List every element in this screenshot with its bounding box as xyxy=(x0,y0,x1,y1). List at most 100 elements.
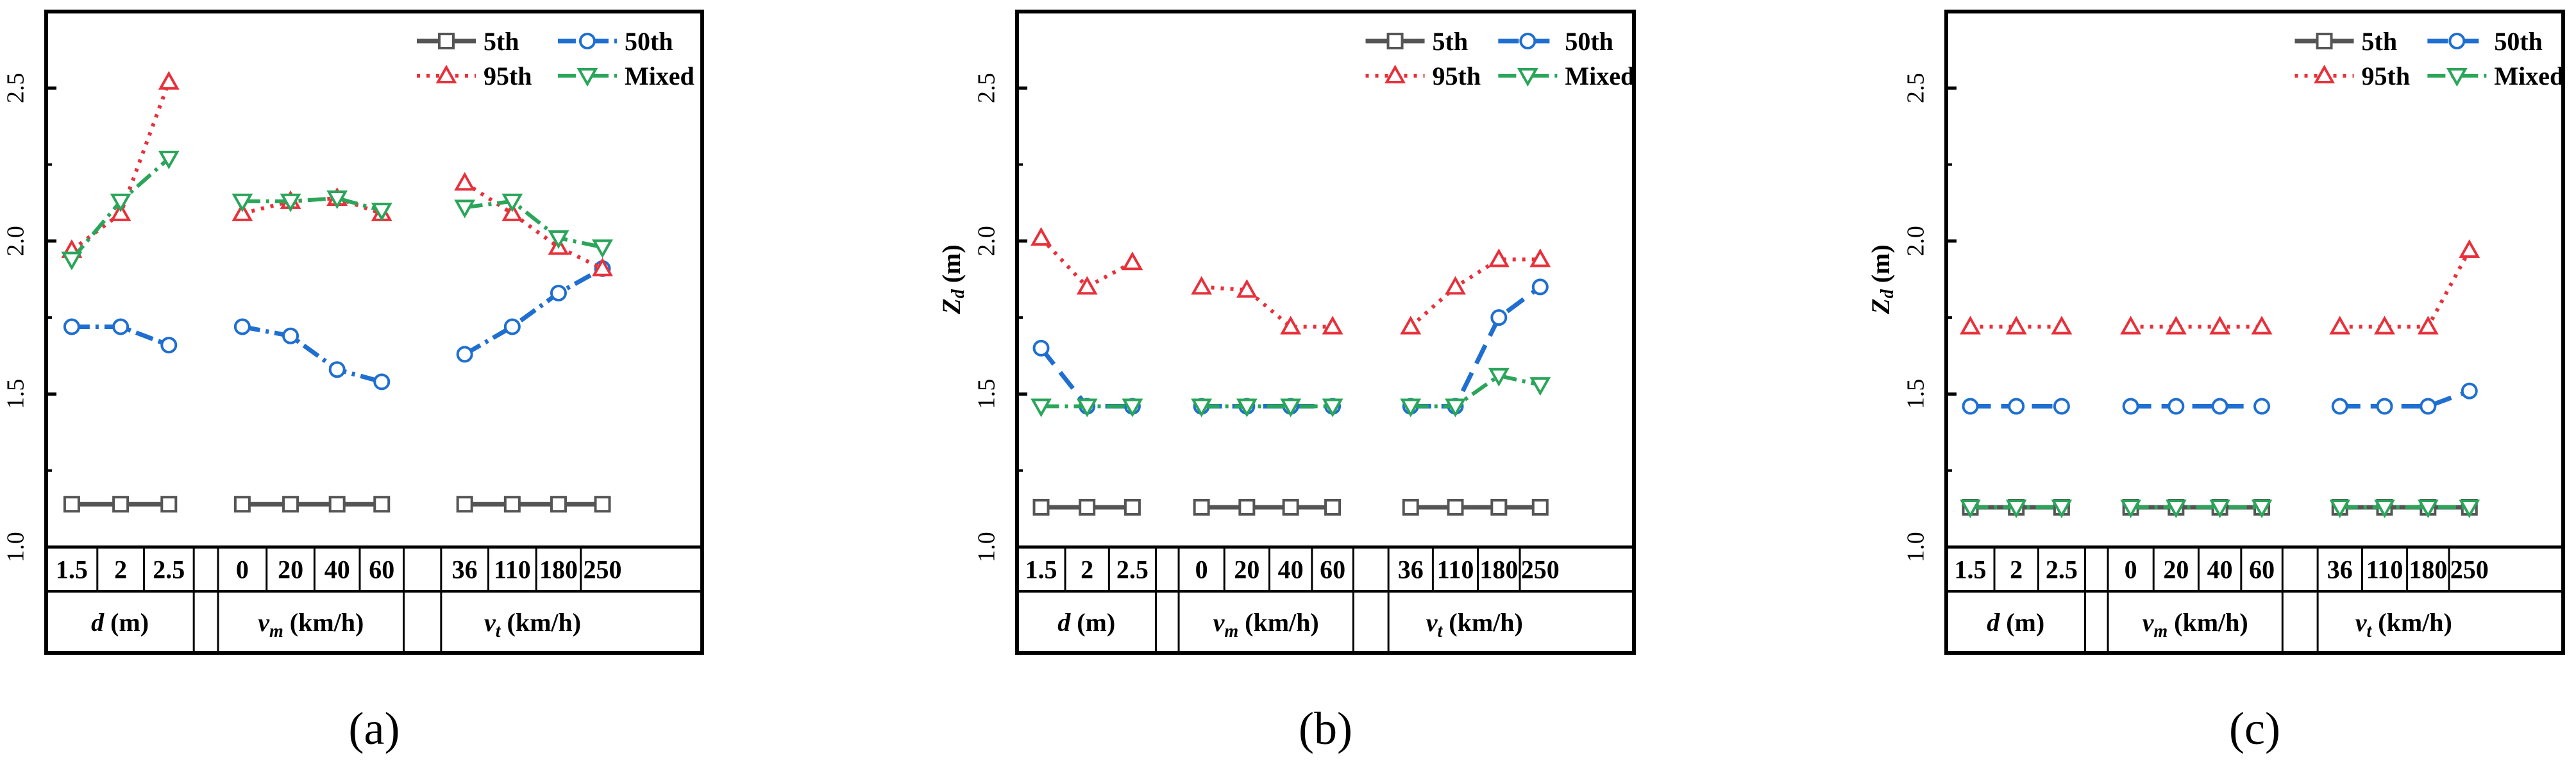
x-tick-label: 2 xyxy=(2010,555,2023,584)
data-point-5th xyxy=(594,496,611,513)
x-tick-label: 2.5 xyxy=(153,555,185,584)
legend-label: 50th xyxy=(2494,27,2543,56)
data-point-50th xyxy=(328,361,346,378)
x-tick-label: 180 xyxy=(2409,555,2447,584)
x-tick-label: 1.5 xyxy=(56,555,88,584)
data-point-5th xyxy=(1324,498,1342,516)
data-point-mixed xyxy=(110,193,131,212)
panel-label: (c) xyxy=(2229,703,2280,754)
y-tick-label: 2.5 xyxy=(3,73,29,104)
data-point-mixed xyxy=(61,251,83,271)
data-point-mixed xyxy=(1529,377,1551,396)
x-tick-label: 250 xyxy=(2450,555,2489,584)
legend-label: 95th xyxy=(2362,62,2411,90)
x-tick-label: 1.5 xyxy=(1955,555,1987,584)
data-point-50th xyxy=(456,346,473,363)
x-tick-label: 60 xyxy=(369,555,394,584)
x-tick-label: 110 xyxy=(494,555,531,584)
x-tick-label: 1.5 xyxy=(1025,555,1057,584)
x-tick-label: 20 xyxy=(1234,555,1259,584)
group-label: vt (km/h) xyxy=(1426,608,1523,641)
y-tick-label: 1.0 xyxy=(3,532,29,562)
data-point-50th xyxy=(2053,398,2070,415)
group-label: vm (km/h) xyxy=(258,608,364,641)
series-line-95th xyxy=(71,81,171,252)
data-point-mixed xyxy=(1076,398,1098,418)
data-point-50th xyxy=(2008,398,2025,415)
x-tick-label: 36 xyxy=(452,555,478,584)
data-point-5th xyxy=(328,496,346,513)
data-point-50th xyxy=(1490,309,1508,326)
series-line-95th xyxy=(1201,285,1333,329)
data-point-mixed xyxy=(2251,499,2273,519)
data-point-50th xyxy=(373,373,391,391)
data-point-95th xyxy=(1322,316,1343,335)
legend-marker-mixed xyxy=(1517,68,1538,87)
x-tick-label: 180 xyxy=(1479,555,1518,584)
legend-label: 50th xyxy=(625,27,673,56)
legend-marker-5th xyxy=(2316,33,2333,49)
legend-label: Mixed xyxy=(625,62,695,90)
data-point-50th xyxy=(2331,398,2348,415)
data-point-5th xyxy=(1124,498,1141,516)
data-point-mixed xyxy=(1400,398,1422,418)
data-point-50th xyxy=(2420,398,2437,415)
series-line-50th xyxy=(242,325,383,384)
data-point-5th xyxy=(282,496,299,513)
series-line-50th xyxy=(1039,346,1132,409)
x-tick-label: 0 xyxy=(236,555,249,584)
data-point-mixed xyxy=(2120,499,2142,519)
data-point-50th xyxy=(1531,278,1549,296)
data-point-mixed xyxy=(1445,398,1466,418)
data-point-50th xyxy=(2376,398,2393,415)
y-tick-label: 2.5 xyxy=(973,73,1000,104)
y-axis-label: Zd (m) xyxy=(1866,244,1898,314)
data-point-5th xyxy=(1531,498,1549,516)
y-tick-label: 1.5 xyxy=(973,379,1000,410)
legend-marker-50th xyxy=(1519,33,1536,49)
y-tick-label: 1.5 xyxy=(3,379,29,410)
series-line-mixed xyxy=(1410,373,1541,409)
legend-label: 95th xyxy=(1433,62,1481,90)
y-tick-label: 1.0 xyxy=(1903,532,1930,562)
data-point-95th xyxy=(1960,316,1981,335)
data-point-mixed xyxy=(2051,499,2073,519)
data-point-mixed xyxy=(548,230,569,249)
data-point-mixed xyxy=(1322,398,1343,418)
plot-frame xyxy=(44,10,704,655)
data-point-5th xyxy=(373,496,391,513)
data-point-5th xyxy=(1032,498,1050,516)
x-tick-label: 40 xyxy=(324,555,350,584)
data-point-mixed xyxy=(2329,499,2351,519)
data-point-50th xyxy=(2168,398,2185,415)
plot-frame xyxy=(1944,10,2565,655)
data-point-mixed xyxy=(1122,398,1143,418)
legend-marker-50th xyxy=(578,33,596,49)
data-point-mixed xyxy=(1236,398,1258,418)
legend-label: 5th xyxy=(2362,27,2398,56)
data-point-5th xyxy=(1402,498,1419,516)
data-point-95th xyxy=(110,202,131,221)
data-point-95th xyxy=(2120,316,2142,335)
legend-marker-50th xyxy=(2448,33,2466,49)
data-point-5th xyxy=(1490,498,1508,516)
series-line-50th xyxy=(1410,285,1542,409)
data-point-5th xyxy=(503,496,521,513)
legend-marker-95th xyxy=(2314,64,2335,83)
data-point-50th xyxy=(550,284,567,301)
x-tick-label: 0 xyxy=(2125,555,2137,584)
data-point-95th xyxy=(2251,316,2273,335)
legend-marker-5th xyxy=(1386,33,1404,49)
legend-label: 95th xyxy=(484,62,532,90)
data-point-95th xyxy=(1445,276,1466,295)
data-point-5th xyxy=(456,496,473,513)
data-point-50th xyxy=(233,318,251,335)
data-point-50th xyxy=(503,318,521,335)
data-point-95th xyxy=(2329,316,2351,335)
legend-marker-mixed xyxy=(2446,68,2468,87)
data-point-50th xyxy=(112,318,130,335)
data-point-5th xyxy=(1447,498,1464,516)
data-point-95th xyxy=(158,71,180,90)
y-tick-label: 2.0 xyxy=(3,226,29,257)
